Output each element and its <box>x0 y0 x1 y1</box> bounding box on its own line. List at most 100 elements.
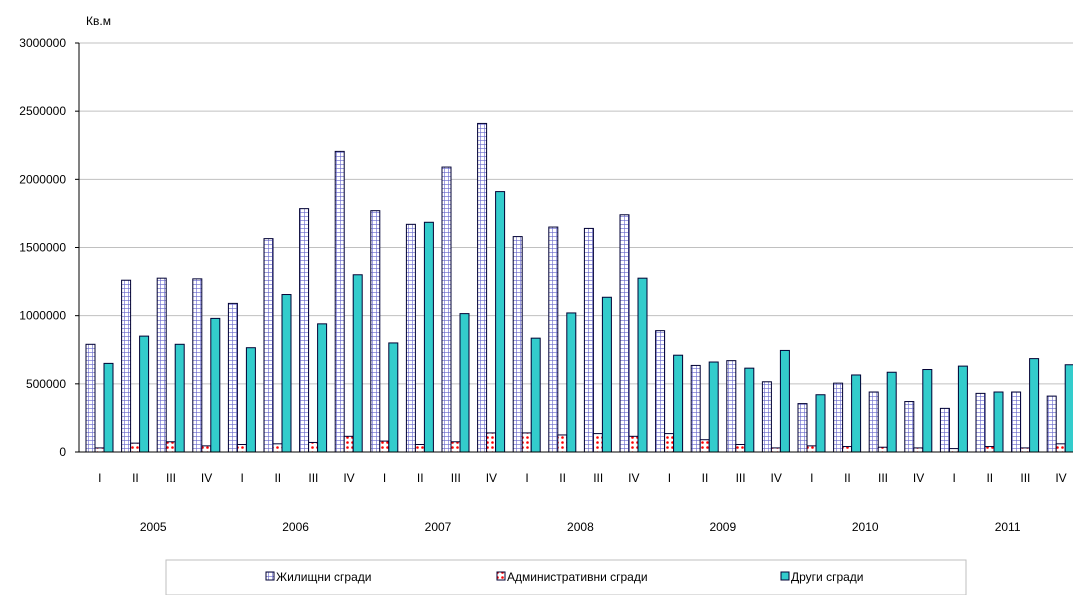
bar <box>548 226 559 453</box>
legend-swatch-other <box>780 571 790 581</box>
bar <box>1029 358 1040 453</box>
bar <box>201 445 212 453</box>
bar <box>281 294 292 453</box>
bar <box>227 302 238 453</box>
x-tick-label: IV <box>486 471 497 485</box>
bar <box>308 441 319 453</box>
bar <box>628 435 639 453</box>
x-tick-label: II <box>844 471 851 485</box>
bar <box>272 443 283 453</box>
bar <box>192 278 203 453</box>
bar <box>673 354 684 453</box>
bar <box>877 446 888 453</box>
legend: Жилищни сгради Административни сгради Др… <box>165 559 967 595</box>
legend-label-administrative: Административни сгради <box>507 570 648 584</box>
bar <box>913 447 924 453</box>
bar <box>744 367 755 453</box>
x-axis-year-labels: 2005 2006 2007 2008 2009 2010 2011 <box>140 520 1021 534</box>
x-tick-label: II <box>417 471 424 485</box>
bar <box>868 391 879 453</box>
bar <box>984 446 995 453</box>
axes <box>78 43 1073 453</box>
bar <box>245 347 256 453</box>
x-axis-quarter-labels: I II III IV I II III IV I II III IV I II III IV I II III IV… <box>98 471 1067 485</box>
x-tick-label: I <box>810 471 813 485</box>
bar <box>815 394 826 453</box>
bar <box>566 312 577 453</box>
bar <box>486 432 497 453</box>
bar <box>833 382 844 453</box>
bar <box>842 446 853 453</box>
x-tick-label: IV <box>913 471 924 485</box>
bar <box>388 342 399 453</box>
bar <box>726 360 737 453</box>
year-label: 2008 <box>567 520 594 534</box>
bar <box>530 337 541 453</box>
year-label: 2010 <box>852 520 879 534</box>
x-tick-label: III <box>166 471 176 485</box>
bar <box>779 349 790 453</box>
bar <box>352 274 363 453</box>
x-tick-label: III <box>308 471 318 485</box>
bar <box>174 343 185 453</box>
x-tick-label: I <box>98 471 101 485</box>
bar <box>975 392 986 453</box>
bar <box>1055 443 1066 453</box>
bar <box>993 391 1004 453</box>
x-tick-label: IV <box>771 471 782 485</box>
legend-label-other: Други сгради <box>791 570 864 584</box>
year-label: 2009 <box>709 520 736 534</box>
x-tick-label: IV <box>1055 471 1066 485</box>
x-tick-label: II <box>986 471 993 485</box>
bar <box>699 439 710 453</box>
x-tick-label: II <box>702 471 709 485</box>
bar <box>770 447 781 453</box>
bar <box>619 214 630 453</box>
y-tick-label: 1500000 <box>19 241 66 255</box>
y-tick-label: 0 <box>59 445 66 459</box>
bar <box>423 221 434 453</box>
bar <box>735 444 746 453</box>
bar <box>939 407 950 453</box>
x-tick-label: I <box>525 471 528 485</box>
y-tick-label: 500000 <box>26 377 66 391</box>
bar <box>797 403 808 453</box>
x-tick-label: III <box>878 471 888 485</box>
bar <box>139 335 150 453</box>
bar <box>299 208 310 453</box>
bar <box>806 445 817 453</box>
x-tick-label: IV <box>201 471 212 485</box>
bar <box>165 441 176 453</box>
bar <box>655 330 666 453</box>
bar <box>1020 447 1031 453</box>
bar <box>477 122 488 453</box>
x-tick-label: IV <box>628 471 639 485</box>
bar <box>1046 395 1057 453</box>
y-axis-label: Кв.м <box>86 14 111 28</box>
bar <box>94 447 105 453</box>
bar <box>583 227 594 453</box>
x-tick-label: II <box>132 471 139 485</box>
bar <box>1064 364 1073 453</box>
bar <box>592 433 603 453</box>
bar <box>334 150 345 453</box>
bar <box>210 317 221 453</box>
y-tick-label: 3000000 <box>19 36 66 50</box>
bar <box>557 434 568 453</box>
x-tick-label: III <box>593 471 603 485</box>
x-tick-label: I <box>241 471 244 485</box>
bar <box>886 371 897 453</box>
x-tick-label: II <box>559 471 566 485</box>
bar <box>761 381 772 453</box>
x-tick-label: II <box>274 471 281 485</box>
y-axis-ticks: 0 500000 1000000 1500000 2000000 2500000 30000… <box>19 36 79 459</box>
x-tick-label: III <box>1020 471 1030 485</box>
legend-swatch-residential <box>265 571 275 581</box>
x-tick-label: I <box>383 471 386 485</box>
year-label: 2011 <box>995 520 1021 534</box>
bar <box>236 444 247 453</box>
x-tick-label: III <box>451 471 461 485</box>
bar <box>156 277 167 453</box>
bar <box>370 210 381 453</box>
bar <box>459 313 470 453</box>
